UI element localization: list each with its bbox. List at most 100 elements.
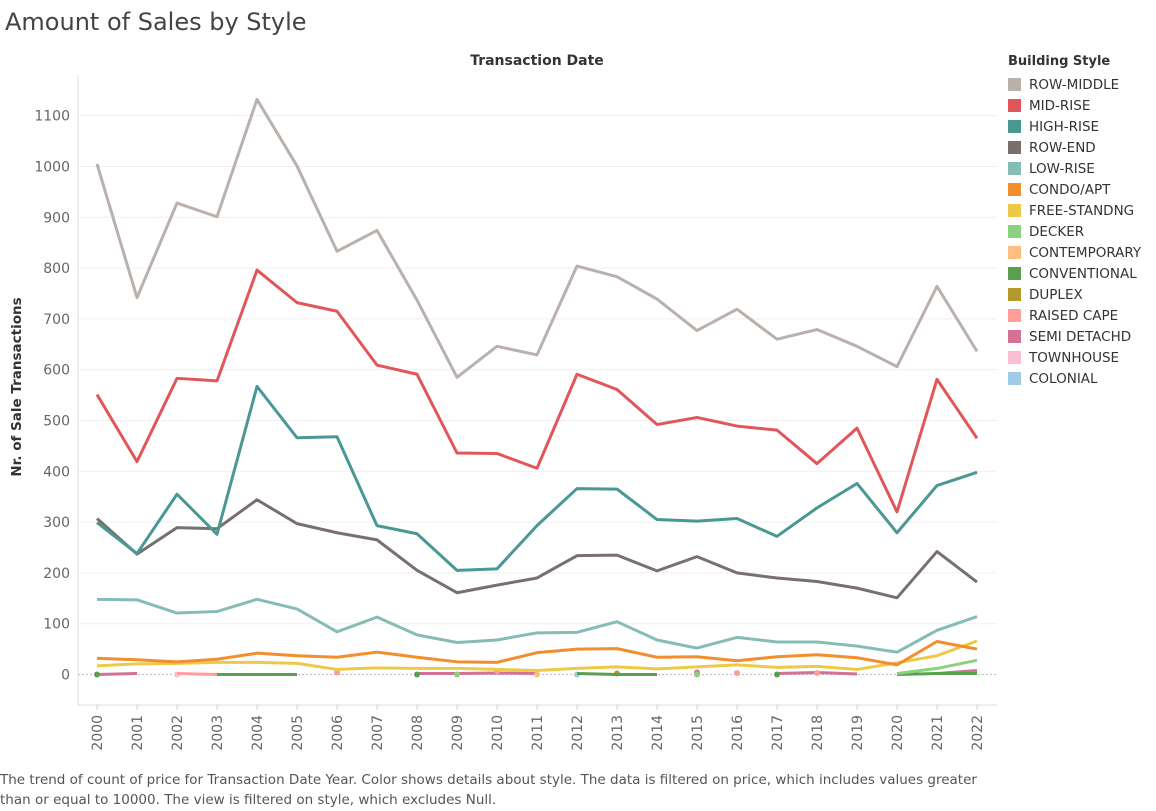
legend-item[interactable]: MID-RISE [1008, 95, 1156, 116]
legend-item[interactable]: DECKER [1008, 221, 1156, 242]
legend-label: HIGH-RISE [1029, 118, 1100, 135]
legend-label: DECKER [1029, 223, 1085, 240]
y-tick-label: 0 [61, 668, 70, 684]
x-tick-label: 2021 [930, 715, 946, 751]
legend: Building Style ROW-MIDDLE MID-RISE HIGH-RI… [1008, 54, 1156, 389]
series-line[interactable] [96, 639, 978, 672]
data-point[interactable] [734, 669, 740, 676]
legend-title: Building Style [1008, 54, 1111, 69]
legend-swatch [1008, 99, 1021, 112]
axes: 0 100 200 300 400 500 600 700 800 900 1000 1100 2000… [34, 75, 997, 751]
series-line[interactable] [95, 268, 979, 514]
x-tick-label: 2019 [850, 715, 866, 751]
data-point[interactable] [694, 671, 700, 678]
series-line[interactable] [576, 672, 657, 677]
x-tick-label: 2013 [610, 715, 626, 751]
data-point[interactable] [534, 671, 540, 678]
x-tick-label: 2005 [290, 715, 306, 751]
x-tick-label: 2017 [770, 715, 786, 751]
data-point[interactable] [94, 671, 100, 678]
legend-swatch [1008, 78, 1021, 91]
y-tick-label: 1100 [34, 109, 70, 125]
legend-item[interactable]: DUPLEX [1008, 284, 1156, 305]
series-line[interactable] [96, 639, 978, 667]
legend-item[interactable]: CONDO/APT [1008, 179, 1156, 200]
data-point[interactable] [334, 669, 340, 676]
data-point[interactable] [774, 671, 780, 678]
x-tick-label: 2008 [410, 715, 426, 751]
legend-swatch [1008, 372, 1021, 385]
legend-swatch [1008, 267, 1021, 280]
series-free-standng [96, 639, 978, 672]
legend-label: LOW-RISE [1029, 160, 1095, 177]
y-tick-label: 100 [43, 617, 70, 633]
legend-label: COLONIAL [1029, 370, 1098, 387]
legend-label: ROW-MIDDLE [1029, 76, 1120, 93]
series-line[interactable] [896, 672, 977, 677]
legend-label: ROW-END [1029, 139, 1096, 156]
series-line[interactable] [417, 671, 538, 675]
x-tick-label: 2022 [970, 715, 986, 751]
legend-item[interactable]: FREE-STANDNG [1008, 200, 1156, 221]
x-tick-label: 2016 [730, 715, 746, 751]
x-tick-label: 2015 [690, 715, 706, 751]
x-tick-label: 2007 [370, 715, 386, 751]
legend-item[interactable]: SEMI DETACHD [1008, 326, 1156, 347]
legend-label: TOWNHOUSE [1029, 349, 1120, 366]
legend-swatch [1008, 351, 1021, 364]
y-tick-label: 1000 [34, 159, 70, 175]
series-line[interactable] [96, 384, 978, 572]
y-tick-label: 900 [43, 210, 70, 226]
legend-item[interactable]: TOWNHOUSE [1008, 347, 1156, 368]
legend-swatch [1008, 183, 1021, 196]
legend-label: SEMI DETACHD [1029, 328, 1132, 345]
y-tick-label: 800 [43, 261, 70, 277]
y-tick-label: 600 [43, 363, 70, 379]
x-tick-label: 2014 [650, 715, 666, 751]
data-point[interactable] [414, 671, 420, 678]
x-tick-label: 2011 [530, 715, 546, 751]
x-tick-label: 2010 [490, 715, 506, 751]
line-chart: Transaction Date Nr. of Sale Transaction… [9, 53, 997, 751]
x-tick-label: 2012 [570, 715, 586, 751]
series-line[interactable] [96, 672, 138, 677]
x-tick-label: 2020 [890, 715, 906, 751]
legend-swatch [1008, 309, 1021, 322]
series-lines [94, 97, 979, 678]
x-tick-label: 2000 [90, 715, 106, 751]
legend-item[interactable]: ROW-MIDDLE [1008, 74, 1156, 95]
legend-item[interactable]: ROW-END [1008, 137, 1156, 158]
series-line[interactable] [96, 597, 978, 654]
legend-item[interactable]: COLONIAL [1008, 368, 1156, 389]
legend-item[interactable]: LOW-RISE [1008, 158, 1156, 179]
y-tick-label: 300 [43, 515, 70, 531]
legend-item[interactable]: RAISED CAPE [1008, 305, 1156, 326]
data-point[interactable] [814, 669, 820, 676]
chart-title: Amount of Sales by Style [5, 8, 307, 36]
series-condo-apt [96, 639, 978, 667]
series-contemporary [534, 671, 540, 678]
legend-item[interactable]: HIGH-RISE [1008, 116, 1156, 137]
series-row-middle [95, 97, 979, 379]
legend-swatch [1008, 141, 1021, 154]
legend-label: MID-RISE [1029, 97, 1091, 114]
legend-label: CONVENTIONAL [1029, 265, 1137, 282]
y-tick-label: 500 [43, 413, 70, 429]
legend-swatch [1008, 330, 1021, 343]
data-point[interactable] [454, 671, 460, 678]
x-axis-header: Transaction Date [470, 53, 604, 69]
series-decker [454, 658, 978, 678]
legend-item[interactable]: CONTEMPORARY [1008, 242, 1156, 263]
legend-label: DUPLEX [1029, 286, 1083, 303]
legend-label: CONDO/APT [1029, 181, 1111, 198]
x-tick-label: 2003 [210, 715, 226, 751]
series-line[interactable] [176, 672, 218, 677]
series-line[interactable] [96, 498, 978, 600]
series-line[interactable] [896, 658, 978, 675]
x-tick-label: 2001 [130, 715, 146, 751]
legend-label: CONTEMPORARY [1029, 244, 1142, 261]
legend-item[interactable]: CONVENTIONAL [1008, 263, 1156, 284]
x-tick-label: 2009 [450, 715, 466, 751]
y-tick-label: 400 [43, 464, 70, 480]
series-line[interactable] [95, 97, 979, 379]
